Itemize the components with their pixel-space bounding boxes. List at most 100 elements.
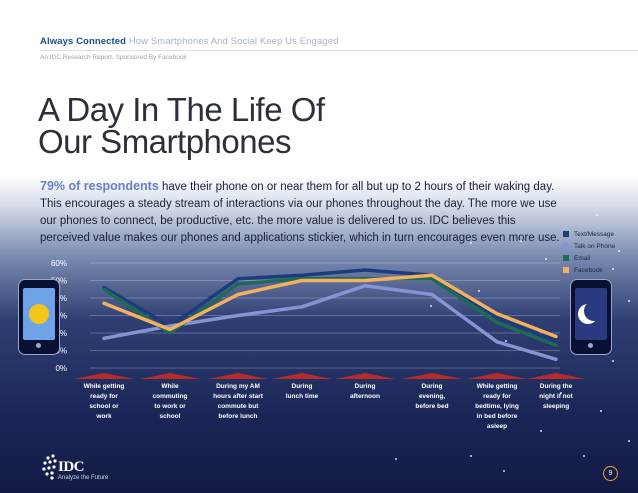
- data-point: [496, 341, 498, 343]
- phone-screen: [575, 288, 607, 340]
- legend-label: Talk on Phone: [574, 242, 616, 250]
- category-label: During lunch time: [273, 382, 331, 402]
- chart-legend: Text/Message Talk on Phone Email Facebook: [563, 228, 615, 276]
- page-title-line-2: Our Smartphones: [38, 123, 291, 160]
- category-label-line: commute but: [217, 403, 259, 410]
- data-point: [431, 278, 433, 280]
- data-point: [103, 302, 105, 305]
- star-icon: [612, 268, 614, 270]
- legend-item: Facebook: [563, 264, 615, 276]
- legend-item: Text/Message: [563, 228, 615, 240]
- moon-phone-icon: [570, 279, 612, 355]
- data-point: [237, 293, 239, 296]
- data-point: [301, 274, 303, 277]
- category-label-line: While: [161, 383, 179, 390]
- category-label-line: in bed before: [476, 413, 518, 420]
- category-label-line: to work or: [154, 403, 186, 410]
- legend-swatch: [563, 255, 569, 261]
- star-icon: [470, 242, 472, 244]
- idc-logo-icon: [42, 454, 57, 480]
- data-point: [364, 269, 366, 271]
- page-title-line-1: A Day In The Life Of: [38, 91, 325, 128]
- data-point: [555, 341, 557, 343]
- category-label: During evening, before bed: [403, 382, 461, 412]
- y-tick-label: 60%: [51, 259, 67, 268]
- category-label: During my AM hours after start commute but…: [209, 382, 267, 422]
- star-icon: [540, 430, 542, 432]
- category-label-line: evening,: [418, 393, 446, 400]
- category-label: While commuting to work or school: [141, 382, 199, 422]
- category-label: While getting ready for school or work: [75, 382, 133, 422]
- intro-stat: 79% of respondents: [40, 179, 159, 193]
- star-icon: [628, 300, 630, 302]
- page-title: A Day In The Life Of Our Smartphones: [38, 91, 325, 160]
- logo-text: IDC: [58, 459, 85, 475]
- data-point: [431, 293, 433, 296]
- category-marker-icon: [335, 373, 395, 379]
- category-label-line: During: [354, 383, 376, 390]
- data-point: [431, 274, 433, 277]
- phone-screen: [23, 288, 55, 340]
- category-marker-icon: [208, 373, 268, 379]
- star-icon: [583, 455, 585, 457]
- category-marker-icon: [272, 373, 332, 379]
- y-tick-label: 50%: [51, 277, 67, 286]
- data-point: [103, 288, 105, 291]
- star-icon: [505, 340, 507, 342]
- category-label: During the night if not sleeping: [527, 382, 585, 412]
- star-icon: [612, 360, 614, 362]
- star-icon: [596, 214, 598, 216]
- data-point: [301, 279, 303, 282]
- moon-icon: [584, 301, 604, 321]
- category-label-line: school or: [89, 403, 119, 410]
- legend-label: Text/Message: [574, 230, 615, 238]
- category-label-line: ready for: [483, 393, 511, 400]
- star-icon: [600, 410, 602, 412]
- category-label-line: During: [421, 383, 443, 390]
- legend-label: Email: [574, 254, 591, 262]
- category-marker-icon: [526, 373, 586, 379]
- legend-item: Talk on Phone: [563, 240, 615, 252]
- data-point: [364, 279, 366, 282]
- category-label-line: asleep: [486, 423, 508, 430]
- category-label-line: before bed: [415, 403, 449, 410]
- intro-text: have their phone on or near them for all…: [40, 181, 560, 244]
- sun-phone-icon: [18, 279, 60, 355]
- header-brand: Always Connected: [40, 36, 127, 47]
- data-point: [237, 278, 239, 280]
- star-icon: [430, 305, 432, 307]
- legend-swatch: [563, 243, 569, 249]
- data-point: [555, 335, 557, 338]
- data-point: [555, 358, 557, 361]
- category-marker-icon: [402, 373, 462, 379]
- series-line: [102, 273, 558, 339]
- sun-icon: [29, 304, 49, 324]
- data-point: [169, 325, 171, 327]
- category-label-line: night if not: [539, 393, 573, 400]
- data-point: [237, 314, 239, 317]
- category-marker-icon: [140, 373, 200, 379]
- star-icon: [503, 470, 505, 472]
- data-point: [169, 328, 171, 331]
- data-point: [496, 321, 498, 324]
- y-tick-label: 0%: [55, 364, 67, 373]
- star-icon: [585, 320, 587, 322]
- star-icon: [560, 392, 562, 394]
- legend-swatch: [563, 267, 569, 273]
- data-point: [169, 332, 171, 334]
- legend-item: Email: [563, 252, 615, 264]
- category-label-line: While getting: [83, 383, 125, 390]
- star-icon: [545, 258, 547, 260]
- intro-paragraph: 79% of respondents have their phone on o…: [40, 178, 565, 247]
- category-marker-icon: [74, 373, 134, 379]
- star-icon: [628, 440, 630, 442]
- category-label-line: lunch time: [285, 393, 319, 400]
- header-line: Always Connected How Smartphones And Soc…: [40, 36, 338, 47]
- category-label-line: hours after start: [213, 393, 263, 400]
- legend-label: Facebook: [574, 266, 603, 274]
- category-label-line: school: [159, 413, 181, 420]
- page-number: 9: [603, 466, 618, 481]
- category-label-line: work: [96, 413, 112, 420]
